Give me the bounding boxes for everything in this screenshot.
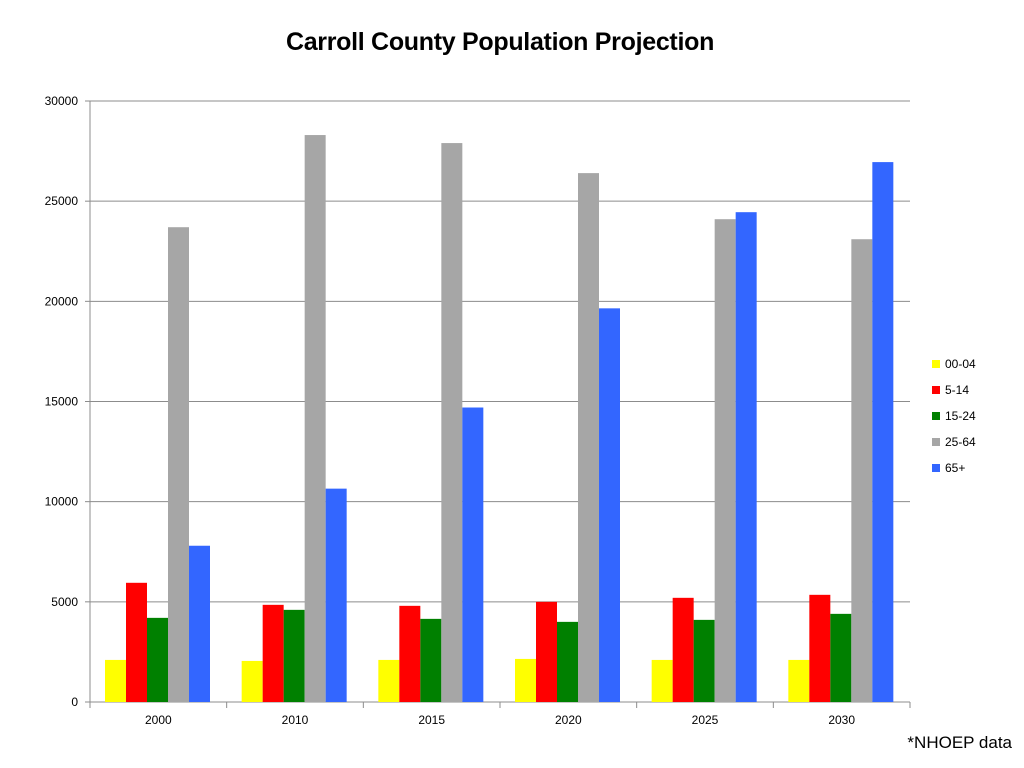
bar-5-14-2030 xyxy=(809,594,831,702)
y-tick-label: 25000 xyxy=(45,194,79,208)
legend-label: 25-64 xyxy=(945,435,976,449)
bar-25-64-2000 xyxy=(168,227,189,702)
legend-swatch xyxy=(932,464,940,472)
bar-15-24-2010 xyxy=(283,609,305,702)
legend-label: 00-04 xyxy=(945,357,976,371)
bar-5-14-2000 xyxy=(126,582,147,702)
bar-00-04-2030 xyxy=(788,659,810,702)
y-tick-label: 5000 xyxy=(51,595,78,609)
bar-65+-2020 xyxy=(599,308,620,702)
bar-00-04-2000 xyxy=(105,659,126,702)
y-tick-label: 15000 xyxy=(45,395,79,409)
legend-item: 25-64 xyxy=(932,429,976,455)
bar-65+-2030 xyxy=(872,162,894,702)
bar-5-14-2020 xyxy=(536,601,557,702)
bar-25-64-2030 xyxy=(851,239,873,703)
bar-00-04-2010 xyxy=(241,660,263,702)
bar-15-24-2015 xyxy=(420,618,442,702)
x-tick-label: 2020 xyxy=(555,713,582,727)
chart-title: Carroll County Population Projection xyxy=(285,28,715,56)
x-tick-label: 2010 xyxy=(282,713,309,727)
legend-item: 15-24 xyxy=(932,403,976,429)
x-tick-label: 2025 xyxy=(692,713,719,727)
y-tick-label: 0 xyxy=(71,695,78,709)
x-tick-label: 2015 xyxy=(418,713,445,727)
bar-15-24-2030 xyxy=(830,613,852,702)
x-tick-label: 2000 xyxy=(145,713,172,727)
source-note: *NHOEP data xyxy=(907,733,1012,752)
bar-15-24-2025 xyxy=(693,619,715,702)
legend-label: 15-24 xyxy=(945,409,976,423)
bar-65+-2010 xyxy=(325,488,347,702)
legend: 00-04 5-14 15-24 25-64 65+ xyxy=(932,351,976,481)
bar-5-14-2025 xyxy=(672,597,694,702)
bar-25-64-2015 xyxy=(441,143,463,702)
bar-65+-2000 xyxy=(189,545,210,702)
bar-25-64-2020 xyxy=(578,173,599,702)
y-tick-label: 30000 xyxy=(45,94,79,108)
y-tick-label: 20000 xyxy=(45,294,79,308)
legend-swatch xyxy=(932,360,940,368)
x-tick-label: 2030 xyxy=(828,713,855,727)
legend-swatch xyxy=(932,438,940,446)
bar-00-04-2020 xyxy=(515,658,536,702)
legend-label: 5-14 xyxy=(945,383,970,397)
bar-65+-2015 xyxy=(462,407,484,702)
y-tick-label: 10000 xyxy=(45,495,79,509)
bar-25-64-2025 xyxy=(714,219,736,703)
legend-item: 00-04 xyxy=(932,351,976,377)
legend-label: 65+ xyxy=(945,461,966,475)
legend-swatch xyxy=(932,412,940,420)
bar-25-64-2010 xyxy=(304,135,326,703)
bar-00-04-2025 xyxy=(651,659,673,702)
legend-item: 65+ xyxy=(932,455,976,481)
legend-swatch xyxy=(932,386,940,394)
bar-65+-2025 xyxy=(735,212,757,702)
bar-5-14-2015 xyxy=(399,605,421,702)
bar-00-04-2015 xyxy=(378,659,400,702)
bar-15-24-2000 xyxy=(147,617,168,702)
bar-15-24-2020 xyxy=(557,621,578,702)
legend-item: 5-14 xyxy=(932,377,976,403)
bar-5-14-2010 xyxy=(262,604,284,702)
